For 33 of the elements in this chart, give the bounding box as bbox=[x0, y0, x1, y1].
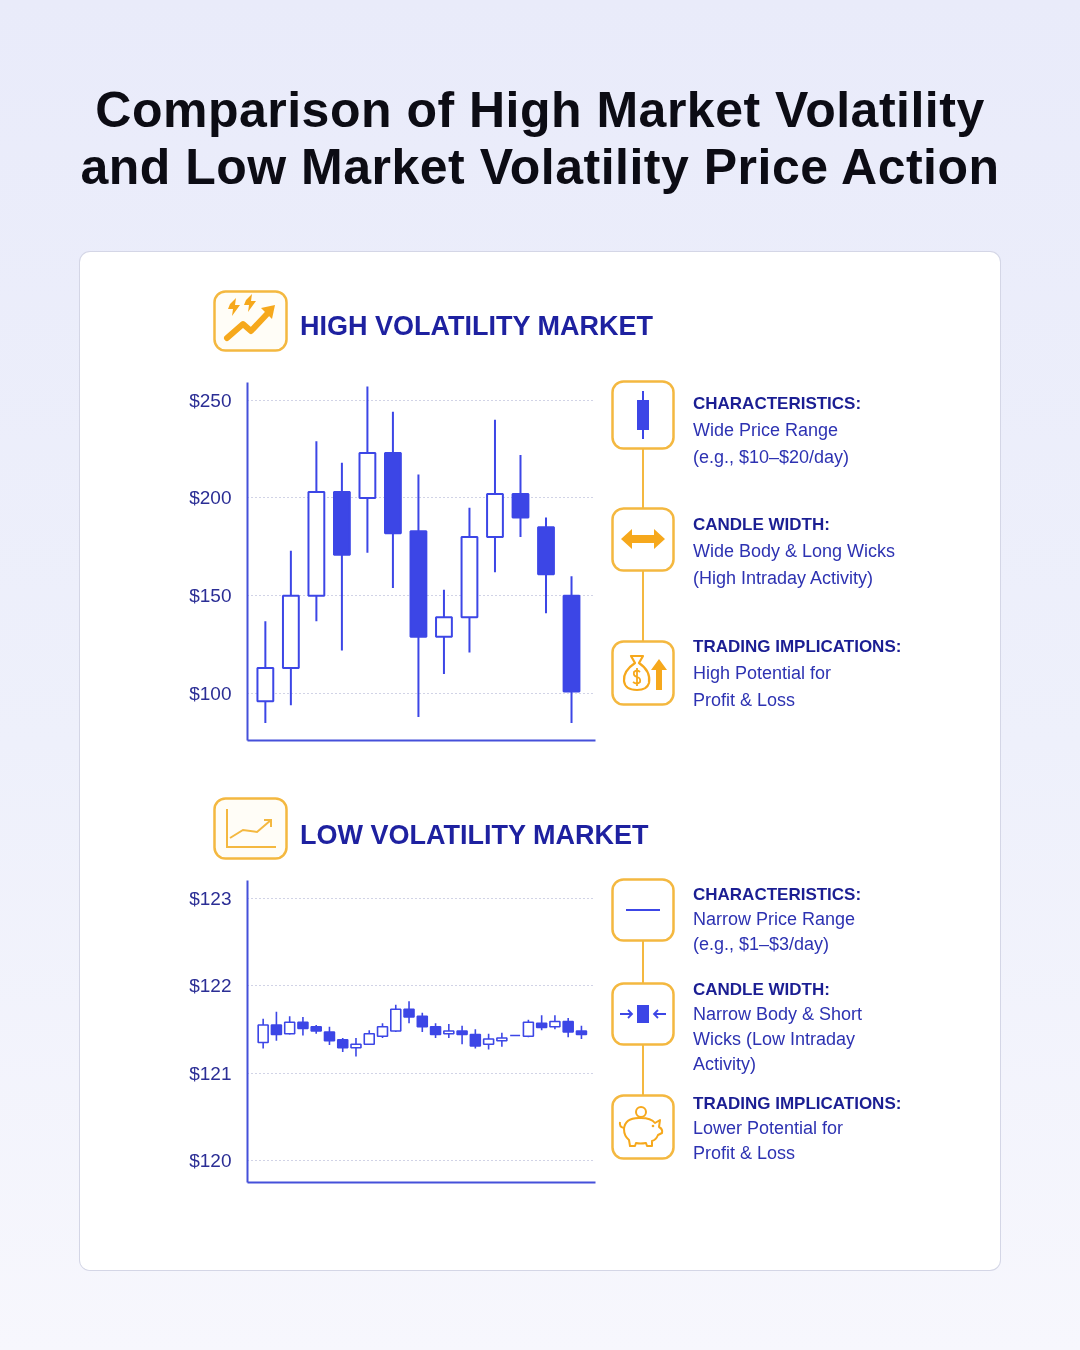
y-tick-label: $122 bbox=[189, 975, 232, 997]
y-tick-label: $250 bbox=[189, 389, 232, 411]
text: Lower Potential for Profit & Loss bbox=[693, 1117, 845, 1165]
chart-title: LOW VOLATILITY MARKET bbox=[300, 820, 649, 850]
candlestick bbox=[469, 1028, 482, 1050]
text: CHARACTERISTICS: bbox=[693, 884, 862, 906]
candlestick bbox=[257, 1018, 269, 1050]
text: Comparison of High Market Volatility and Low Market Volatility Price Action bbox=[79, 82, 1001, 196]
candlestick bbox=[350, 1037, 362, 1058]
text: CANDLE WIDTH: bbox=[693, 514, 831, 536]
text: CHARACTERISTICS: bbox=[693, 393, 862, 415]
y-tick-label: $123 bbox=[189, 887, 232, 909]
candlestick bbox=[323, 1025, 336, 1046]
text: Narrow Price Range (e.g., $1–$3/day) bbox=[693, 908, 857, 956]
y-tick-label: $150 bbox=[189, 585, 232, 607]
text: TRADING IMPLICATIONS: bbox=[693, 1093, 902, 1115]
text: Wide Body & Long Wicks (High Intraday Activity) bbox=[693, 540, 896, 590]
text: TRADING IMPLICATIONS: bbox=[693, 636, 902, 658]
candlestick bbox=[283, 1015, 296, 1036]
candlestick bbox=[496, 1032, 508, 1048]
chart-title: HIGH VOLATILITY MARKET bbox=[300, 311, 653, 341]
y-tick-label: $100 bbox=[189, 683, 232, 705]
candlestick bbox=[270, 1011, 283, 1042]
text: High Potential for Profit & Loss bbox=[693, 662, 833, 712]
y-tick-label: $120 bbox=[189, 1150, 232, 1172]
candlestick bbox=[435, 588, 453, 675]
text: Narrow Body & Short Wicks (Low Intraday Activity) bbox=[693, 1003, 863, 1076]
y-tick-label: $121 bbox=[189, 1062, 232, 1084]
y-tick-label: $200 bbox=[189, 487, 232, 509]
candlestick bbox=[511, 453, 530, 539]
candlestick bbox=[416, 1011, 429, 1033]
text: CANDLE WIDTH: bbox=[693, 979, 831, 1001]
text: Wide Price Range (e.g., $10–$20/day) bbox=[693, 419, 851, 469]
